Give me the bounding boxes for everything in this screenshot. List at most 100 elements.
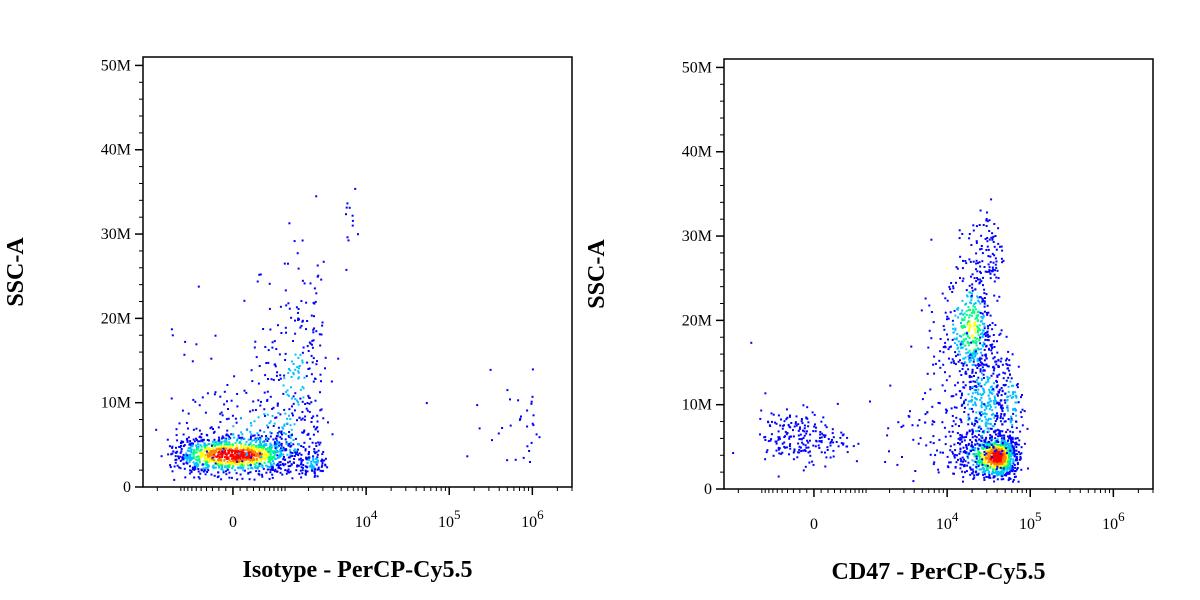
event-dot xyxy=(188,459,191,462)
event-dot xyxy=(978,282,981,285)
event-dot xyxy=(251,447,254,449)
event-dot xyxy=(979,272,982,274)
event-dot xyxy=(1004,457,1007,460)
event-dot xyxy=(287,444,290,447)
event-dot xyxy=(304,473,307,476)
event-dot xyxy=(274,365,277,368)
event-dot xyxy=(975,259,978,262)
event-dot xyxy=(185,459,188,462)
event-dot xyxy=(1009,458,1012,461)
event-dot xyxy=(275,437,278,440)
event-dot xyxy=(968,258,971,261)
event-dot xyxy=(171,446,174,449)
event-dot xyxy=(314,300,317,303)
event-dot xyxy=(255,445,258,448)
event-dot xyxy=(997,448,1000,451)
event-dot xyxy=(992,430,995,433)
event-dot xyxy=(957,442,959,444)
event-dot xyxy=(994,454,997,457)
event-dot xyxy=(249,459,252,462)
event-dot xyxy=(290,386,292,389)
event-dot xyxy=(290,463,293,466)
event-dot xyxy=(197,285,200,288)
event-dot xyxy=(185,455,188,458)
event-dot xyxy=(299,469,302,472)
plot-frame xyxy=(142,56,573,488)
event-dot xyxy=(279,449,282,451)
event-dot xyxy=(965,433,968,436)
event-dot xyxy=(249,422,252,424)
event-dot xyxy=(800,418,803,420)
event-dot xyxy=(989,457,992,460)
event-dot xyxy=(208,461,211,463)
event-dot xyxy=(197,468,200,470)
event-dot xyxy=(301,459,304,462)
event-dot xyxy=(980,316,983,318)
event-dot xyxy=(218,456,221,459)
event-dot xyxy=(973,303,976,305)
event-dot xyxy=(992,388,995,391)
event-dot xyxy=(253,439,256,442)
event-dot xyxy=(996,299,999,302)
event-dot xyxy=(971,468,974,471)
event-dot xyxy=(976,379,979,381)
event-dot xyxy=(1021,394,1023,396)
event-dot xyxy=(256,432,259,435)
event-dot xyxy=(993,346,996,348)
event-dot xyxy=(986,237,989,239)
event-dot xyxy=(952,452,954,455)
event-dot xyxy=(960,325,963,327)
event-dot xyxy=(943,426,946,429)
event-dot xyxy=(969,399,972,402)
event-dot xyxy=(998,459,1001,461)
event-dot xyxy=(268,307,271,310)
event-dot xyxy=(979,281,982,284)
event-dot xyxy=(983,363,986,366)
event-dot xyxy=(985,363,988,366)
event-dot xyxy=(824,451,826,454)
event-dot xyxy=(269,435,272,438)
event-dot xyxy=(965,446,968,449)
event-dot xyxy=(980,385,983,388)
event-dot xyxy=(1008,369,1011,372)
event-dot xyxy=(1020,416,1023,418)
event-dot xyxy=(327,421,329,424)
event-dot xyxy=(243,389,246,392)
event-dot xyxy=(288,368,290,370)
event-dot xyxy=(1005,463,1008,465)
event-dot xyxy=(799,446,802,449)
event-dot xyxy=(1009,421,1012,424)
event-dot xyxy=(962,451,965,454)
event-dot xyxy=(987,404,989,407)
event-dot xyxy=(307,456,310,459)
event-dot xyxy=(259,446,262,448)
event-dot xyxy=(279,467,282,470)
event-dot xyxy=(826,446,829,449)
event-dot xyxy=(981,436,984,439)
event-dot xyxy=(298,452,301,455)
event-dot xyxy=(186,449,189,452)
event-dot xyxy=(979,278,982,281)
event-dot xyxy=(967,419,970,422)
event-dot xyxy=(777,430,780,433)
event-dot xyxy=(214,450,217,453)
event-dot xyxy=(780,418,782,421)
event-dot xyxy=(242,463,245,466)
event-dot xyxy=(995,385,998,388)
event-dot xyxy=(857,442,860,445)
event-dot xyxy=(975,225,978,228)
event-dot xyxy=(981,453,984,456)
event-dot xyxy=(986,312,988,314)
event-dot xyxy=(981,363,984,366)
event-dot xyxy=(979,248,982,251)
event-dot xyxy=(976,262,979,265)
event-dot xyxy=(985,461,988,464)
event-dot xyxy=(972,260,975,263)
event-dot xyxy=(953,443,956,446)
event-dot xyxy=(997,473,1000,476)
event-dot xyxy=(956,267,959,270)
event-dot xyxy=(217,451,220,454)
event-dot xyxy=(173,465,176,468)
event-dot xyxy=(976,463,978,465)
event-dot xyxy=(330,380,333,383)
